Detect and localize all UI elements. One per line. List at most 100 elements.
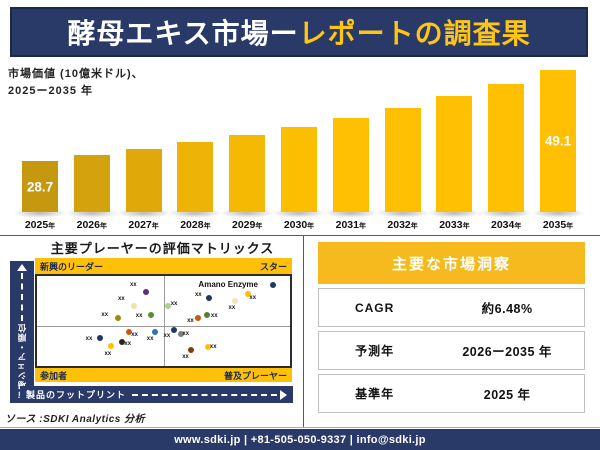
matrix-dot [165, 302, 172, 309]
matrix-box: 新興のリーダー スター Amano Enzyme xx xx xx xx xx xx xx x… [35, 258, 292, 382]
matrix-dot-label: xx [118, 295, 125, 302]
matrix-dot-label: xx [131, 331, 138, 338]
matrix-dot-label: xx [194, 292, 202, 299]
row-value: 約6.48% [481, 302, 533, 316]
bar-shadow [168, 208, 223, 218]
row-label: 予測年 [355, 344, 395, 358]
matrix-dot [107, 342, 114, 349]
x-axis-tick-label: 2027年 [128, 219, 159, 231]
row-label: CAGR [354, 300, 395, 315]
matrix-plot-area: Amano Enzyme xx xx xx xx xx xx xx xx xx xx xx xx xx x… [35, 274, 292, 368]
matrix-dot-label: xx [209, 343, 217, 350]
matrix-dot [96, 335, 103, 342]
bar-2034: 2034年 [479, 60, 534, 231]
bar-2032: 2032年 [375, 60, 430, 231]
matrix-x-axis-label: 製品のフットプリント [26, 390, 127, 400]
matrix-dot [204, 312, 211, 319]
right-arrow-icon [280, 389, 287, 400]
matrix-y-axis: 市場シェア・順位 [10, 261, 34, 403]
matrix-dot [114, 315, 121, 322]
bar-shadow [323, 208, 378, 218]
bar-shadow [427, 208, 482, 218]
bar-shadow [479, 208, 534, 218]
bar-rect [281, 127, 317, 212]
chart-axis-note-line1: 市場価値 (10億米ドル)、 [8, 68, 144, 80]
matrix-dot-label: xx [182, 331, 190, 338]
bar-rect [125, 149, 162, 212]
row-label: 基準年 [355, 387, 395, 401]
highlight-company-label: Amano Enzyme [198, 280, 258, 289]
matrix-x-axis: 製品のフットプリント [20, 386, 293, 403]
page-title-white: 酵母エキス市場ー [67, 18, 299, 49]
matrix-dot-label: xx [104, 350, 112, 357]
matrix-bottom-band: 参加者 普及プレーヤー [35, 368, 292, 382]
bar-shadow [13, 208, 67, 218]
matrix-dot-label: xx [101, 312, 109, 319]
matrix-dot-label: xx [249, 295, 257, 302]
chart-axis-note-line2: 2025ー2035 年 [8, 85, 93, 97]
bar-2029: 2029年 [220, 60, 275, 231]
matrix-dot-label: xx [135, 313, 143, 320]
bar-2033: 2033年 [427, 60, 482, 231]
matrix-dot [206, 295, 213, 302]
matrix-dot [187, 346, 194, 353]
matrix-dot [143, 289, 150, 296]
bar-shadow [531, 208, 585, 218]
matrix-dot [125, 328, 132, 335]
bar-value-label: 49.1 [544, 133, 572, 149]
bar-2031: 2031年 [323, 60, 378, 231]
bar-shadow [64, 208, 119, 218]
x-axis-tick-label: 2026年 [76, 219, 107, 231]
matrix-dot-label: xx [210, 313, 218, 320]
bar-2025: 28.7 2025年 [13, 60, 67, 231]
matrix-dot-label: xx [146, 335, 154, 342]
up-arrow-icon [17, 264, 27, 271]
matrix-dot-label: xx [228, 304, 236, 311]
matrix-dot-label: xx [170, 300, 178, 307]
matrix-dot-label: xx [85, 336, 93, 343]
bar-shadow [116, 208, 171, 218]
dashed-line-vertical [21, 273, 23, 321]
matrix-dot [131, 302, 138, 309]
section-divider-horizontal [0, 235, 600, 236]
table-row-base-year: 基準年 2025 年 [318, 374, 585, 413]
quadrant-label-star: スター [259, 261, 287, 272]
bar-2028: 2028年 [168, 60, 223, 231]
quadrant-label-pervasive-players: 普及プレーヤー [223, 370, 287, 381]
bar-rect: 49.1 [540, 70, 576, 212]
bar-2027: 2027年 [116, 60, 171, 231]
matrix-dot-label: xx [187, 318, 194, 325]
x-axis-tick-label: 2028年 [180, 219, 211, 231]
x-axis-tick-label: 2032年 [387, 219, 418, 231]
matrix-dot-label: xx [163, 332, 171, 339]
bar-rect [177, 142, 214, 212]
bar-chart: 28.7 2025年 2026年 2027年 2028年 2029年 2030年 2031年 2… [0, 60, 600, 231]
bar-rect [332, 118, 369, 212]
footer-divider [0, 427, 600, 428]
matrix-dot [244, 291, 251, 298]
matrix-dot [170, 326, 177, 333]
x-axis-tick-label: 2029年 [232, 219, 263, 231]
x-axis-tick-label: 2030年 [283, 219, 315, 231]
bar-shadow [375, 208, 430, 218]
bar-2030: 2030年 [272, 60, 326, 231]
table-row-forecast-years: 予測年 2026ー2035 年 [318, 331, 585, 370]
matrix-dot [195, 315, 202, 322]
bar-2026: 2026年 [64, 60, 119, 231]
footer-contact-bar: www.sdki.jp | +81-505-050-9337 | info@sd… [0, 429, 600, 450]
matrix-dot-label: xx [124, 341, 132, 348]
bar-rect [436, 96, 473, 212]
matrix-dot [205, 343, 212, 350]
bar-rect: 28.7 [22, 161, 58, 212]
matrix-title: 主要プレーヤーの評価マトリックス [50, 241, 275, 256]
matrix-top-band: 新興のリーダー スター [35, 258, 292, 274]
insights-table: 主要な市場洞察 CAGR 約6.48% 予測年 2026ー2035 年 基準年 … [318, 242, 585, 413]
row-value: 2025 年 [483, 388, 531, 402]
matrix-dot [177, 331, 184, 338]
insights-header: 主要な市場洞察 [318, 242, 585, 284]
matrix-dot-label: xx [182, 353, 189, 360]
x-axis-tick-label: 2035年 [542, 219, 574, 231]
matrix-dot [148, 312, 155, 319]
page-title: 酵母エキス市場ー レポートの調査果 [10, 7, 588, 57]
x-axis-tick-label: 2031年 [335, 219, 366, 231]
